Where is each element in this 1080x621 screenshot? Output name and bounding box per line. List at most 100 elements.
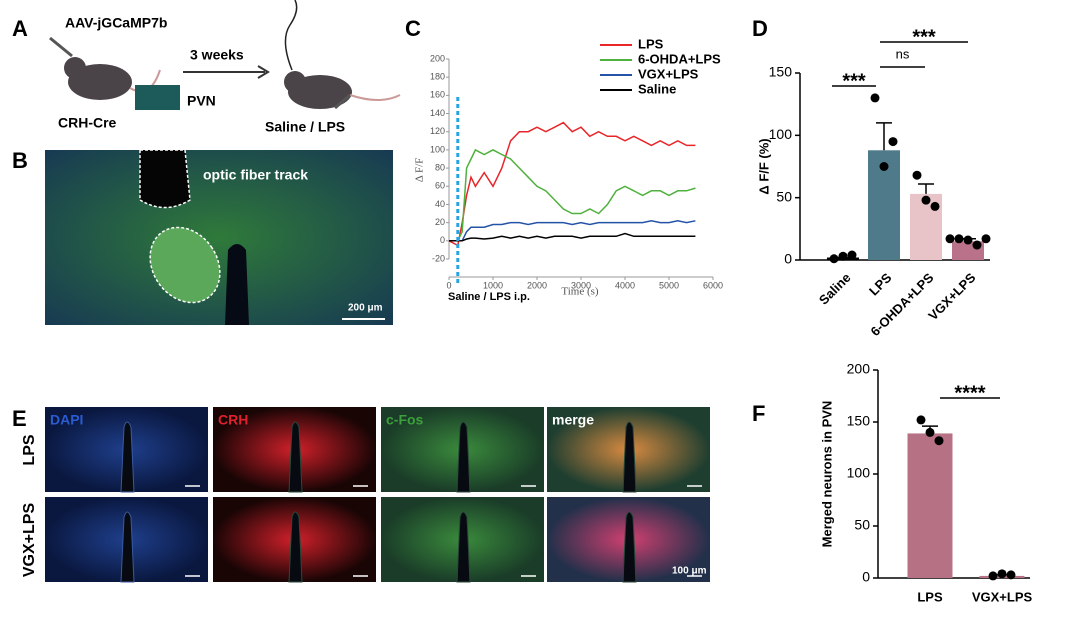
- x-tick-label: 4000: [615, 280, 635, 290]
- error-bar: [918, 183, 934, 194]
- x-tick-label: 0: [446, 280, 451, 290]
- data-point: [963, 235, 973, 245]
- ventricle: [622, 421, 637, 493]
- y-tick-label: 180: [430, 72, 445, 82]
- x-tick-label: 5000: [659, 280, 679, 290]
- y-tick-label: 50: [776, 188, 792, 204]
- legend-label: VGX+LPS: [638, 66, 699, 81]
- data-point: [879, 162, 889, 171]
- ventricle: [456, 511, 471, 583]
- series-line: [449, 220, 696, 242]
- ventricle: [288, 511, 303, 583]
- column-label: CRH: [218, 412, 248, 428]
- significance-label: ***: [842, 70, 866, 92]
- y-tick-label: 20: [435, 217, 445, 227]
- series-line: [449, 232, 696, 242]
- data-point: [945, 234, 955, 244]
- legend-label: Saline: [638, 81, 676, 96]
- legend-label: 6-OHDA+LPS: [638, 51, 721, 66]
- significance-label: ****: [954, 382, 985, 404]
- data-point: [916, 415, 926, 425]
- panel-letter: A: [12, 16, 28, 41]
- data-point: [981, 234, 991, 244]
- y-tick-label: 50: [854, 517, 870, 533]
- series-line: [448, 121, 696, 247]
- y-tick-label: 200: [847, 361, 871, 377]
- error-bar: [876, 122, 892, 151]
- data-point: [972, 240, 982, 250]
- data-point: [954, 234, 964, 244]
- panel-letter: E: [12, 406, 27, 431]
- significance-label: ***: [912, 26, 936, 48]
- scale-label: 200 μm: [348, 303, 383, 314]
- fiber-track: [139, 149, 191, 209]
- ventricle: [120, 421, 135, 493]
- pvn-outline: [149, 226, 221, 304]
- panel-letter: F: [752, 401, 765, 426]
- mouse-label: CRH-Cre: [58, 115, 117, 131]
- y-tick-label: 140: [430, 108, 445, 118]
- row-label: LPS: [21, 434, 38, 465]
- y-tick-label: 200: [430, 53, 445, 63]
- x-tick-label: Saline: [816, 270, 854, 308]
- row-label: VGX+LPS: [21, 503, 38, 578]
- ventricle: [456, 421, 471, 493]
- y-tick-label: 0: [440, 235, 445, 245]
- y-tick-label: 0: [784, 251, 792, 267]
- interval-label: 3 weeks: [190, 47, 244, 63]
- annotation: optic fiber track: [203, 167, 308, 183]
- data-point: [930, 201, 940, 211]
- mouse-label: Saline / LPS: [265, 119, 345, 135]
- y-tick-label: 160: [430, 90, 445, 100]
- y-axis-label: Δ F/F: [414, 158, 426, 183]
- annotation: Saline / LPS i.p.: [448, 291, 530, 303]
- ventricle: [622, 511, 637, 583]
- micrograph-grid: [45, 407, 710, 583]
- y-axis-label: Merged neurons in PVN: [819, 401, 834, 548]
- series-line: [449, 148, 696, 242]
- y-tick-label: 150: [847, 413, 871, 429]
- y-tick-label: 120: [430, 126, 445, 136]
- panel-letter: B: [12, 148, 28, 173]
- y-tick-label: 60: [435, 181, 445, 191]
- legend-label: LPS: [638, 36, 664, 51]
- data-point: [847, 250, 857, 260]
- scale-label: 100 μm: [672, 566, 707, 577]
- x-tick-label: 2000: [527, 280, 547, 290]
- data-point: [829, 254, 839, 264]
- y-tick-label: -20: [432, 253, 445, 263]
- data-point: [934, 436, 944, 446]
- schematic: [49, 0, 401, 110]
- data-point: [888, 137, 898, 147]
- y-tick-label: 150: [769, 64, 793, 80]
- significance-label: ns: [896, 46, 910, 61]
- y-axis-label: Δ F/F (%): [756, 138, 771, 194]
- micrograph: [45, 150, 393, 325]
- data-point: [870, 93, 880, 103]
- ventricle: [225, 244, 249, 325]
- x-tick-label: 6000: [703, 280, 723, 290]
- region-label: PVN: [187, 93, 216, 109]
- data-point: [921, 195, 931, 205]
- ventricle: [288, 421, 303, 493]
- data-point: [1006, 570, 1016, 580]
- x-axis-label: Time (s): [561, 286, 599, 298]
- data-point: [988, 571, 998, 581]
- data-point: [912, 170, 922, 180]
- y-tick-label: 100: [769, 126, 793, 142]
- data-point: [997, 569, 1007, 579]
- y-tick-label: 40: [435, 199, 445, 209]
- x-tick-label: LPS: [866, 270, 895, 299]
- virus-label: AAV-jGCaMP7b: [65, 15, 167, 31]
- x-tick-label: 3000: [571, 280, 591, 290]
- y-tick-label: 100: [847, 465, 871, 481]
- data-point: [838, 251, 848, 261]
- data-point: [925, 427, 935, 437]
- column-label: DAPI: [50, 412, 83, 428]
- x-tick-label: VGX+LPS: [972, 589, 1033, 604]
- bar: [907, 433, 953, 578]
- y-tick-label: 80: [435, 162, 445, 172]
- y-tick-label: 100: [430, 144, 445, 154]
- column-label: merge: [552, 412, 594, 428]
